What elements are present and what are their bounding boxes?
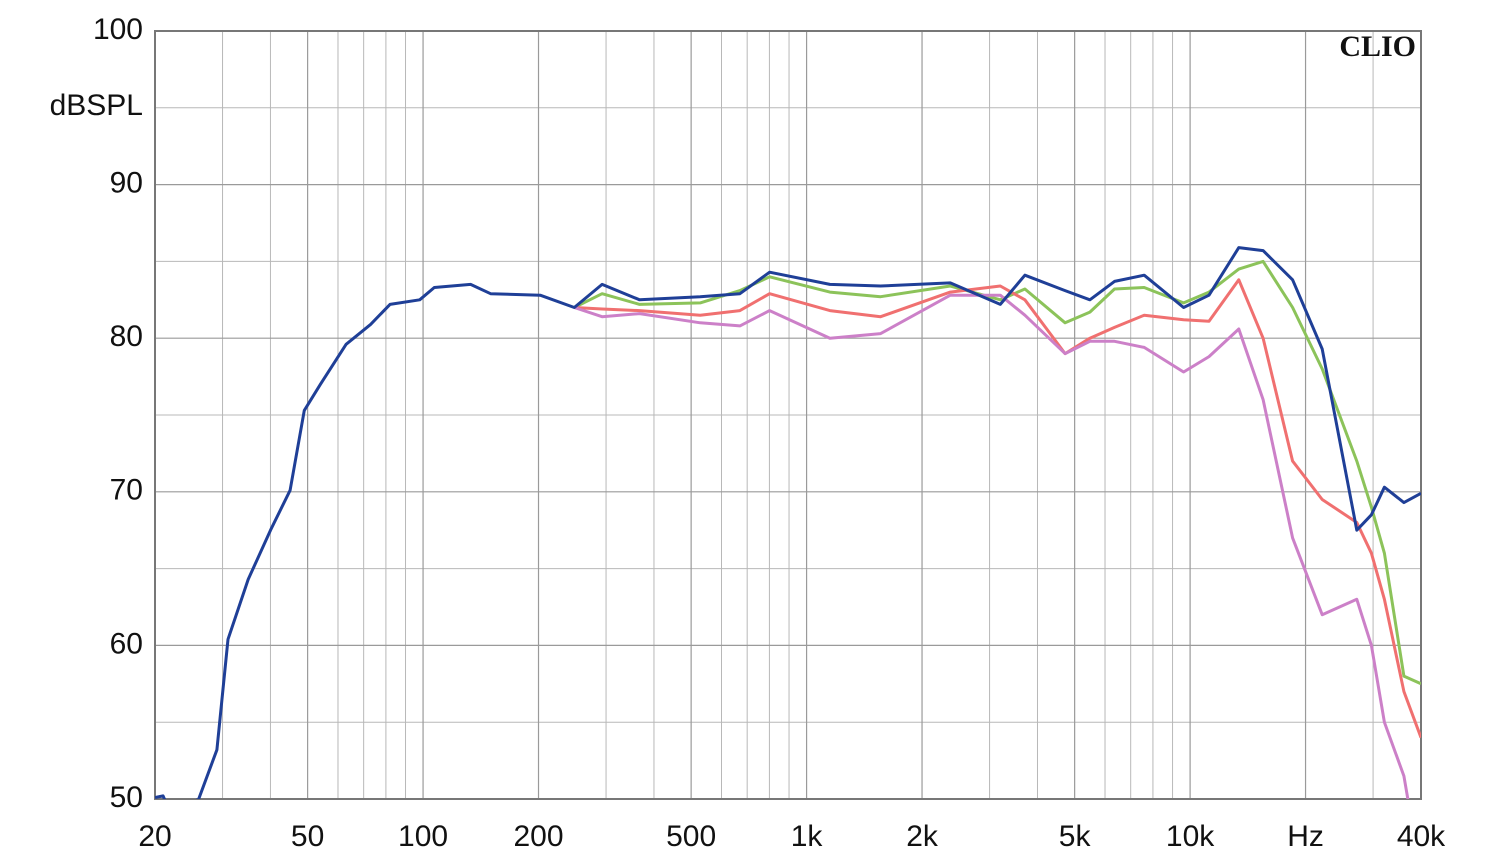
plot-area bbox=[155, 246, 1421, 799]
series-line bbox=[573, 259, 1421, 686]
y-tick-label: 60 bbox=[110, 627, 143, 660]
plot-frame bbox=[154, 30, 1422, 800]
x-tick-label: 1k bbox=[791, 820, 824, 853]
x-tick-label: 500 bbox=[666, 820, 716, 853]
x-tick-label: 5k bbox=[1059, 820, 1092, 853]
series-line bbox=[574, 278, 1421, 739]
x-tick-label: 200 bbox=[513, 820, 563, 853]
x-tick-label: 40k bbox=[1397, 820, 1446, 853]
x-tick-label: 2k bbox=[906, 820, 939, 853]
series-line bbox=[573, 293, 1410, 799]
series-line bbox=[155, 246, 1421, 799]
y-axis-label: dBSPL bbox=[50, 89, 143, 122]
watermark: CLIO bbox=[1339, 30, 1416, 63]
y-tick-label: 50 bbox=[110, 781, 143, 814]
x-tick-label: 20 bbox=[138, 820, 171, 853]
y-tick-label: 70 bbox=[110, 474, 143, 507]
y-tick-label: 90 bbox=[110, 167, 143, 200]
x-tick-label: Hz bbox=[1287, 820, 1324, 853]
x-tick-label: 10k bbox=[1166, 820, 1215, 853]
x-tick-label: 50 bbox=[291, 820, 324, 853]
y-tick-label: 80 bbox=[110, 320, 143, 353]
y-tick-label: 100 bbox=[93, 13, 143, 46]
x-tick-label: 100 bbox=[398, 820, 448, 853]
